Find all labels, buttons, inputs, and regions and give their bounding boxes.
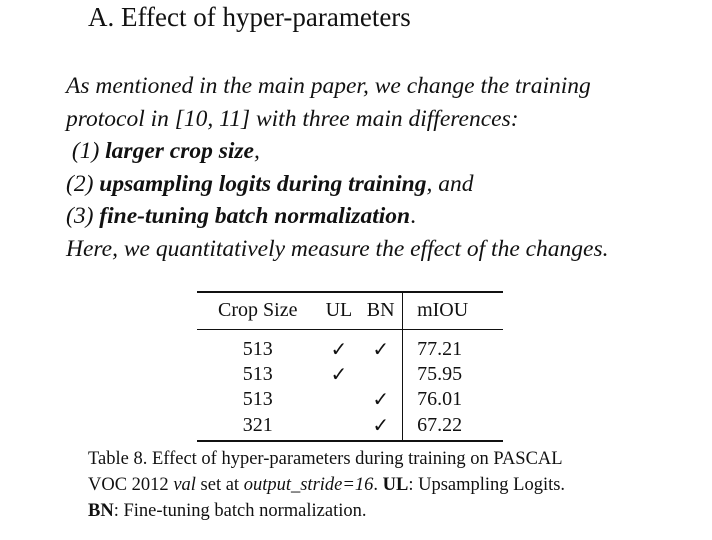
table-row: 513 ✓ ✓ 77.21 xyxy=(197,329,503,362)
bn-check-cell: ✓ xyxy=(372,389,390,412)
item-1-number: (1) xyxy=(66,138,106,164)
difference-item-2: (2) upsampling logits during training, a… xyxy=(66,168,706,201)
caption-text: set at xyxy=(195,475,244,495)
item-2-bold: upsampling logits during training xyxy=(99,170,427,197)
ul-check-cell xyxy=(318,412,360,442)
results-table: Crop Size UL BN mIOU 513 ✓ ✓ 77.21 513 ✓… xyxy=(197,291,503,442)
ul-check-cell xyxy=(319,387,360,413)
miou-cell: 77.21 xyxy=(402,329,503,362)
crop-size-cell: 513 xyxy=(242,388,273,411)
bn-check-cell: ✓ xyxy=(359,412,403,442)
section-title: A. Effect of hyper-parameters xyxy=(88,2,411,32)
header-ul: UL xyxy=(318,291,360,330)
intro-paragraph: As mentioned in the main paper, we chang… xyxy=(66,70,706,265)
item-3-suffix: . xyxy=(410,203,416,229)
intro-line-1: As mentioned in the main paper, we chang… xyxy=(66,73,591,99)
caption-line-1: Table 8. Effect of hyper-parameters duri… xyxy=(88,449,563,469)
caption-text: . xyxy=(373,475,383,495)
caption-text: : Upsampling Logits. xyxy=(408,475,566,495)
caption-bn: BN xyxy=(88,501,114,521)
caption-line-2: VOC 2012 val set at output_stride=16. UL… xyxy=(88,472,688,498)
item-2-number: (2) xyxy=(66,170,100,197)
item-3-bold: fine-tuning batch normalization xyxy=(99,203,411,229)
miou-cell: 75.95 xyxy=(402,361,503,387)
item-1-suffix: , xyxy=(253,138,260,164)
difference-item-1: (1) larger crop size, xyxy=(66,135,706,168)
intro-line-6: Here, we quantitatively measure the effe… xyxy=(66,235,609,262)
caption-val: val xyxy=(173,475,196,495)
miou-cell: 67.22 xyxy=(402,412,503,442)
table-header-row: Crop Size UL BN mIOU xyxy=(197,291,503,330)
ul-check-cell: ✓ xyxy=(330,363,348,386)
table-caption: Table 8. Effect of hyper-parameters duri… xyxy=(88,446,688,524)
table-row: 321 ✓ 67.22 xyxy=(197,412,503,442)
item-2-suffix: , and xyxy=(426,170,474,197)
caption-text: : Fine-tuning batch normalization. xyxy=(113,501,367,521)
header-miou: mIOU xyxy=(402,291,503,330)
table-row: 513 ✓ 75.95 xyxy=(197,361,503,388)
caption-output-stride: output_stride=16 xyxy=(243,475,374,495)
table-row: 513 ✓ 76.01 xyxy=(197,387,503,413)
caption-text: VOC 2012 xyxy=(88,475,174,495)
crop-size-cell: 513 xyxy=(242,362,273,385)
caption-line-3: BN: Fine-tuning batch normalization. xyxy=(88,498,688,524)
item-3-number: (3) xyxy=(66,203,100,229)
bn-check-cell xyxy=(359,362,402,388)
ul-check-cell: ✓ xyxy=(330,338,348,361)
item-1-bold: larger crop size xyxy=(105,138,254,164)
header-crop-size: Crop Size xyxy=(197,291,319,330)
crop-size-cell: 513 xyxy=(242,337,273,360)
crop-size-cell: 321 xyxy=(197,412,319,442)
header-bn: BN xyxy=(359,291,403,330)
caption-ul: UL xyxy=(382,475,409,495)
miou-cell: 76.01 xyxy=(402,387,503,413)
intro-line-2: protocol in [10, 11] with three main dif… xyxy=(66,105,519,132)
difference-item-3: (3) fine-tuning batch normalization. xyxy=(66,200,706,233)
bn-check-cell: ✓ xyxy=(372,338,390,361)
